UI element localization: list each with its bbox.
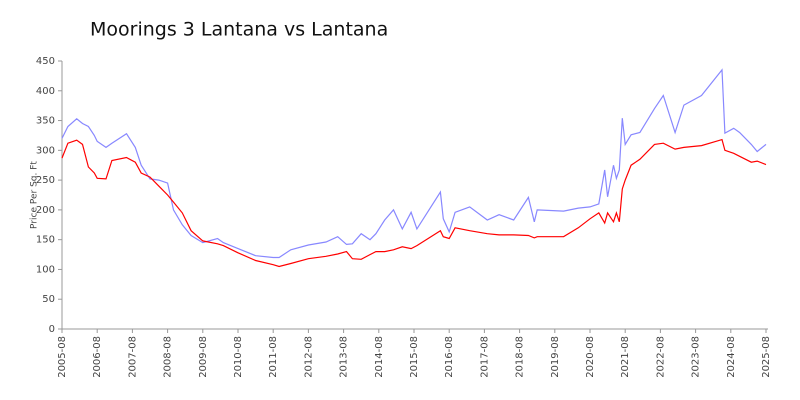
- x-tick-label: 2024-08: [726, 336, 737, 378]
- y-tick-label: 300: [36, 145, 55, 156]
- y-tick-label: 150: [36, 235, 55, 246]
- x-tick-label: 2012-08: [303, 336, 314, 378]
- y-tick-label: 0: [49, 324, 55, 335]
- x-tick-label: 2017-08: [479, 336, 490, 378]
- line-series: [61, 68, 767, 259]
- line-series: [61, 138, 767, 268]
- x-tick-label: 2005-08: [57, 336, 68, 378]
- y-tick-label: 350: [36, 116, 55, 127]
- x-tick-label: 2013-08: [339, 336, 350, 378]
- y-tick-label: 200: [36, 205, 55, 216]
- x-tick-label: 2021-08: [620, 336, 631, 378]
- x-tick-label: 2011-08: [268, 336, 279, 378]
- x-tick-label: 2023-08: [691, 336, 702, 378]
- x-tick-label: 2018-08: [515, 336, 526, 378]
- x-tick-label: 2006-08: [92, 336, 103, 378]
- x-tick-label: 2010-08: [233, 336, 244, 378]
- y-axis-label: Price Per Sq. Ft: [30, 161, 40, 229]
- x-tick-label: 2020-08: [585, 336, 596, 378]
- x-tick-label: 2014-08: [374, 336, 385, 378]
- x-tick-label: 2016-08: [444, 336, 455, 378]
- y-tick-label: 250: [36, 175, 55, 186]
- y-tick-label: 400: [36, 86, 55, 97]
- chart-title: Moorings 3 Lantana vs Lantana: [90, 19, 388, 41]
- x-tick-label: 2009-08: [198, 336, 209, 378]
- x-tick-label: 2007-08: [127, 336, 138, 378]
- x-tick-label: 2015-08: [409, 336, 420, 378]
- y-tick-label: 50: [42, 294, 55, 305]
- x-tick-label: 2019-08: [550, 336, 561, 378]
- x-tick-label: 2008-08: [163, 336, 174, 378]
- y-tick-label: 450: [36, 56, 55, 67]
- x-tick-label: 2025-08: [761, 336, 772, 378]
- y-tick-label: 100: [36, 264, 55, 275]
- x-tick-label: 2022-08: [655, 336, 666, 378]
